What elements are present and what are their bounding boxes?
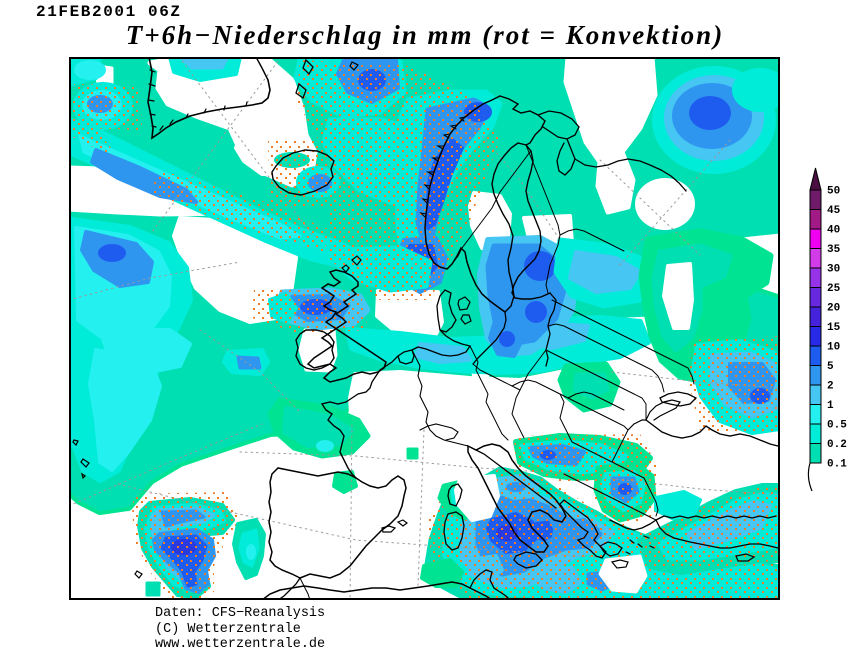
svg-text:25: 25 [827,283,841,295]
svg-text:2: 2 [827,381,834,393]
svg-text:45: 45 [827,205,841,217]
svg-text:35: 35 [827,244,841,256]
svg-text:20: 20 [827,303,840,315]
svg-text:1: 1 [827,400,834,412]
svg-text:40: 40 [827,225,840,237]
svg-text:0.1: 0.1 [827,459,847,471]
svg-text:10: 10 [827,342,840,354]
svg-text:0.5: 0.5 [827,420,847,432]
svg-text:50: 50 [827,186,840,198]
svg-text:0.2: 0.2 [827,439,847,451]
svg-text:15: 15 [827,322,841,334]
svg-text:5: 5 [827,361,834,373]
svg-text:30: 30 [827,264,840,276]
